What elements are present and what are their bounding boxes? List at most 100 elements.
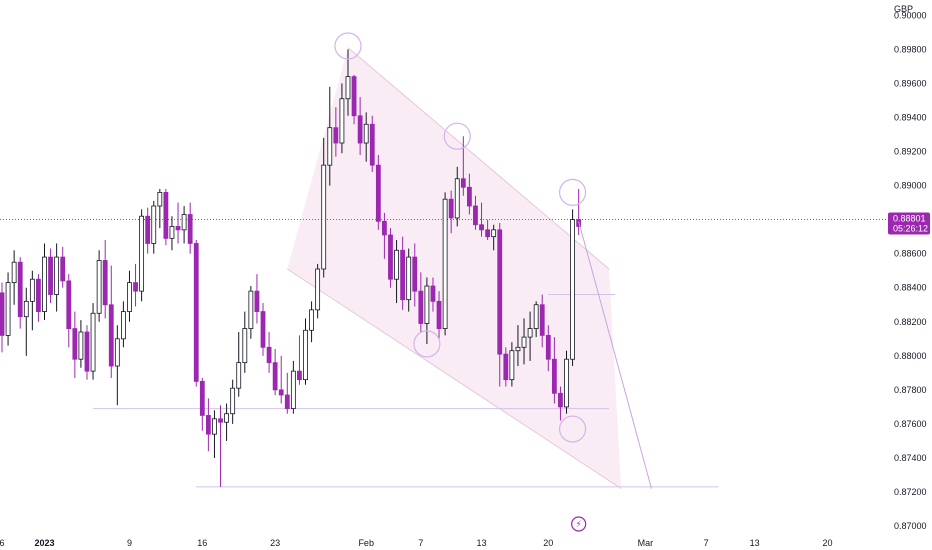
candle-body	[430, 285, 436, 302]
candle-body	[23, 300, 29, 318]
candle-body	[193, 243, 199, 382]
time-tick-label: 2023	[34, 538, 54, 548]
candle-body	[485, 229, 491, 238]
time-tick-label: Mar	[638, 538, 654, 548]
candle-body	[121, 311, 126, 340]
time-tick-label: 23	[270, 538, 280, 548]
price-tick-label: 0.88400	[894, 283, 927, 293]
price-tick-label: 0.89000	[894, 181, 927, 191]
candle-body	[394, 249, 399, 280]
time-axis[interactable]: 6 2023 9 16 23 Feb 7 13 20 Mar 7 13 20	[0, 538, 833, 548]
time-tick-label: 6	[0, 538, 5, 548]
candle-body	[284, 394, 290, 410]
candle-body	[108, 304, 114, 367]
circle-annotation[interactable]	[558, 415, 587, 443]
candle-body	[509, 350, 515, 381]
current-price-value: 0.88801	[893, 213, 926, 223]
horizontal-lines-drawing[interactable]	[93, 294, 719, 488]
candle-body	[339, 98, 345, 144]
candle-body	[442, 198, 448, 329]
candle-body	[212, 418, 217, 435]
candle-body	[503, 353, 509, 381]
candle-body	[199, 380, 205, 416]
candle-body	[54, 256, 60, 295]
candle-body	[145, 215, 151, 244]
candle-body	[242, 328, 248, 364]
price-tick-label: 0.87800	[894, 385, 927, 395]
candle-body	[309, 309, 314, 331]
circle-annotation[interactable]	[558, 178, 587, 206]
bar-countdown: 05:26:12	[893, 223, 928, 233]
circle-annotation[interactable]	[443, 122, 471, 150]
candle-body	[78, 331, 84, 360]
candle-body	[448, 198, 454, 219]
price-axis[interactable]: GBP 0.90000 0.89800 0.89600 0.89400 0.89200 0…	[894, 4, 927, 531]
candle-body	[90, 312, 96, 372]
price-tick-label: 0.89800	[894, 44, 927, 54]
candle-body	[327, 127, 333, 166]
circle-annotation[interactable]	[413, 330, 441, 358]
time-tick-label: 9	[127, 538, 132, 548]
channel-lower-line[interactable]	[287, 268, 622, 490]
candle-body	[272, 362, 278, 391]
candle-body	[351, 76, 357, 117]
candle-body	[297, 370, 302, 381]
candle-body	[187, 214, 193, 244]
candle-body	[114, 338, 120, 367]
price-tick-label: 0.88600	[894, 249, 927, 259]
candle-body	[303, 329, 308, 381]
candle-body	[163, 191, 169, 239]
candle-body	[375, 164, 381, 222]
candle-body	[48, 256, 53, 295]
candle-body	[466, 186, 472, 207]
candle-body	[36, 278, 41, 312]
price-tick-label: 0.87600	[894, 419, 927, 429]
price-tick-label: 0.89600	[894, 78, 927, 88]
candle-body	[72, 328, 78, 360]
projection-arrow-line[interactable]	[578, 221, 652, 489]
candle-body	[388, 234, 393, 280]
price-tick-label: 0.88000	[894, 351, 927, 361]
circle-annotation[interactable]	[334, 32, 362, 60]
candle-body	[521, 336, 527, 348]
candle-body	[60, 256, 66, 282]
candle-body	[418, 290, 424, 324]
candle-body	[224, 413, 229, 423]
event-lightning-icon[interactable]: ⚡	[571, 516, 587, 532]
circle-annotations[interactable]	[334, 32, 587, 443]
price-tick-label: 0.90000	[894, 10, 927, 20]
candle-body	[11, 261, 17, 284]
candle-body	[424, 285, 430, 324]
candle-body	[400, 249, 406, 301]
candle-body	[454, 178, 460, 219]
price-tick-label: 0.89200	[894, 147, 927, 157]
candle-body	[218, 418, 223, 423]
candle-body	[42, 256, 47, 312]
candle-body	[406, 256, 412, 301]
price-tick-label: 0.87400	[894, 453, 927, 463]
candle-body	[181, 214, 187, 231]
candle-body	[175, 226, 181, 231]
current-price-tag: 0.88801 05:26:12	[888, 212, 930, 235]
time-tick-label: 16	[197, 538, 207, 548]
candle-body	[357, 115, 363, 144]
time-tick-label: 13	[750, 538, 760, 548]
candle-body	[436, 300, 442, 329]
price-tick-label: 0.89400	[894, 112, 927, 122]
candle-body	[266, 346, 272, 364]
candle-body	[84, 331, 90, 372]
time-tick-label: 20	[823, 538, 833, 548]
candle-body	[363, 123, 369, 144]
candle-body	[102, 260, 108, 306]
time-tick-label: 20	[543, 538, 553, 548]
candle-body	[17, 261, 23, 318]
candle-body	[321, 164, 327, 270]
candle-body	[236, 362, 242, 389]
candle-body	[527, 328, 533, 338]
price-tick-label: 0.87000	[894, 521, 927, 531]
candle-body	[460, 178, 466, 188]
candle-body	[558, 392, 563, 408]
channel-upper-line[interactable]	[347, 47, 610, 270]
candle-body	[533, 304, 539, 329]
